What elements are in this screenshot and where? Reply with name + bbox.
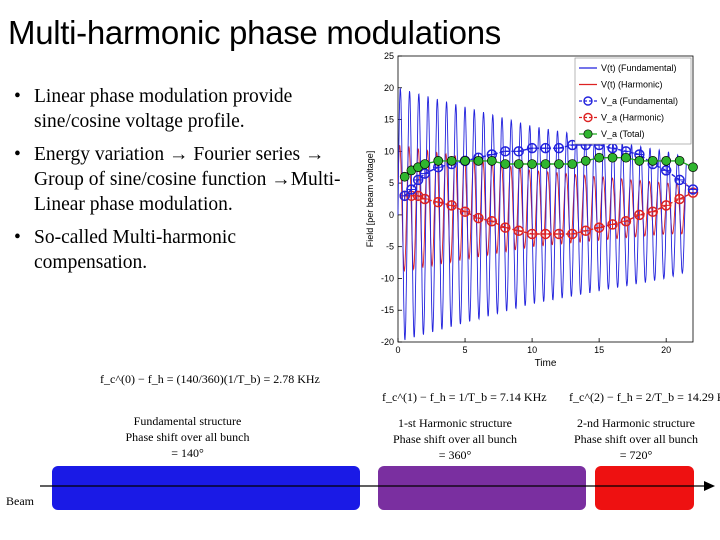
data-point <box>554 159 564 169</box>
x-tick-label: 15 <box>594 345 604 355</box>
data-point <box>674 156 685 166</box>
beam-segment-fundamental <box>52 466 360 510</box>
data-point <box>567 159 578 169</box>
formula-harmonic2: f_c^(2) − f_h = 2/T_b = 14.29 KHz <box>569 390 720 404</box>
x-tick-label: 20 <box>661 345 671 355</box>
beam-label: Beam <box>6 494 34 508</box>
field-chart: -20 -15 -10 -5 0 5 10 15 20 25 0 5 10 15 20 Time Field [… <box>362 50 718 375</box>
bullet-marker: • <box>14 227 21 248</box>
bullet-text: Linear phase modulation provide sine/cos… <box>34 86 293 132</box>
data-point <box>527 159 537 169</box>
formula-harmonic1: f_c^(1) − f_h = 1/T_b = 7.14 KHz <box>382 390 547 404</box>
data-point <box>513 159 524 169</box>
data-point <box>460 156 470 166</box>
data-point <box>540 159 551 169</box>
data-point <box>621 152 631 163</box>
beam-segment-second-harmonic <box>595 466 694 510</box>
series-line <box>397 144 687 272</box>
caption-fundamental: Fundamental structure Phase shift over a… <box>100 413 275 461</box>
formula-fundamental: f_c^(0) − f_h = (140/360)(1/T_b) = 2.78 … <box>100 372 320 386</box>
caption-line: = 720° <box>619 448 653 462</box>
x-tick-label: 5 <box>463 345 468 355</box>
bullet-item: • Energy variation → Fourier series → Gro… <box>14 142 354 217</box>
y-tick-label: 15 <box>384 115 394 125</box>
caption-harmonic1: 1-st Harmonic structure Phase shift over… <box>370 415 540 463</box>
series-line <box>404 144 694 197</box>
y-tick-label: -15 <box>381 305 394 315</box>
caption-line: Phase shift over all bunch <box>393 432 517 446</box>
bullet-marker: • <box>14 86 21 107</box>
data-point <box>580 156 591 166</box>
caption-line: Fundamental structure <box>133 414 242 428</box>
caption-harmonic2: 2-nd Harmonic structure Phase shift over… <box>552 415 720 463</box>
data-point <box>607 152 618 163</box>
caption-line: 1-st Harmonic structure <box>398 416 512 430</box>
x-tick-label: 10 <box>527 345 537 355</box>
data-point <box>594 152 604 163</box>
y-tick-label: -10 <box>381 273 394 283</box>
y-tick-label: 0 <box>389 210 394 220</box>
data-point <box>419 159 430 169</box>
data-point <box>661 156 672 166</box>
data-point <box>399 171 410 182</box>
legend-label: V_a (Harmonic) <box>601 113 664 123</box>
bullet-item: • Linear phase modulation provide sine/co… <box>14 84 354 134</box>
y-tick-label: -20 <box>381 337 394 347</box>
legend-swatch <box>583 96 593 106</box>
caption-line: 2-nd Harmonic structure <box>577 416 695 430</box>
caption-line: = 360° <box>438 448 472 462</box>
data-point <box>647 156 658 166</box>
y-tick-label: 10 <box>384 146 394 156</box>
legend-label: V_a (Fundamental) <box>601 96 678 106</box>
legend-label: V(t) (Fundamental) <box>601 63 677 73</box>
chart-svg: -20 -15 -10 -5 0 5 10 15 20 25 0 5 10 15 20 Time Field [… <box>365 51 699 369</box>
series-line <box>397 87 687 341</box>
legend-label: V_a (Total) <box>601 129 645 139</box>
y-tick-label: 5 <box>389 178 394 188</box>
legend-label: V(t) (Harmonic) <box>601 80 663 90</box>
bullet-list: • Linear phase modulation provide sine/co… <box>14 84 354 283</box>
bullet-text: So-called Multi-harmonic compensation. <box>34 227 236 273</box>
legend-swatch <box>583 112 593 123</box>
data-point <box>487 156 497 166</box>
x-tick-label: 0 <box>395 345 400 355</box>
bullet-text: Energy variation → Fourier series → Grou… <box>34 144 341 215</box>
y-axis-label: Field [per beam voltage] <box>365 151 375 248</box>
data-point <box>500 159 511 169</box>
legend-swatch <box>583 129 593 139</box>
y-tick-label: 25 <box>384 51 394 61</box>
data-point <box>433 156 444 166</box>
bullet-item: • So-called Multi-harmonic compensation. <box>14 225 354 275</box>
data-point <box>446 156 457 166</box>
bullet-marker: • <box>14 144 21 165</box>
series-line <box>404 191 694 235</box>
caption-line: = 140° <box>171 446 204 460</box>
data-point <box>634 156 645 166</box>
caption-line: Phase shift over all bunch <box>574 432 698 446</box>
beam-segment-first-harmonic <box>378 466 586 510</box>
beam-arrow <box>40 481 715 491</box>
y-tick-label: -5 <box>386 242 394 252</box>
caption-line: Phase shift over all bunch <box>125 430 250 444</box>
data-point <box>688 162 698 173</box>
x-axis-label: Time <box>535 358 557 369</box>
data-point <box>473 156 484 166</box>
y-tick-label: 20 <box>384 83 394 93</box>
slide-title: Multi-harmonic phase modulations <box>8 14 501 51</box>
